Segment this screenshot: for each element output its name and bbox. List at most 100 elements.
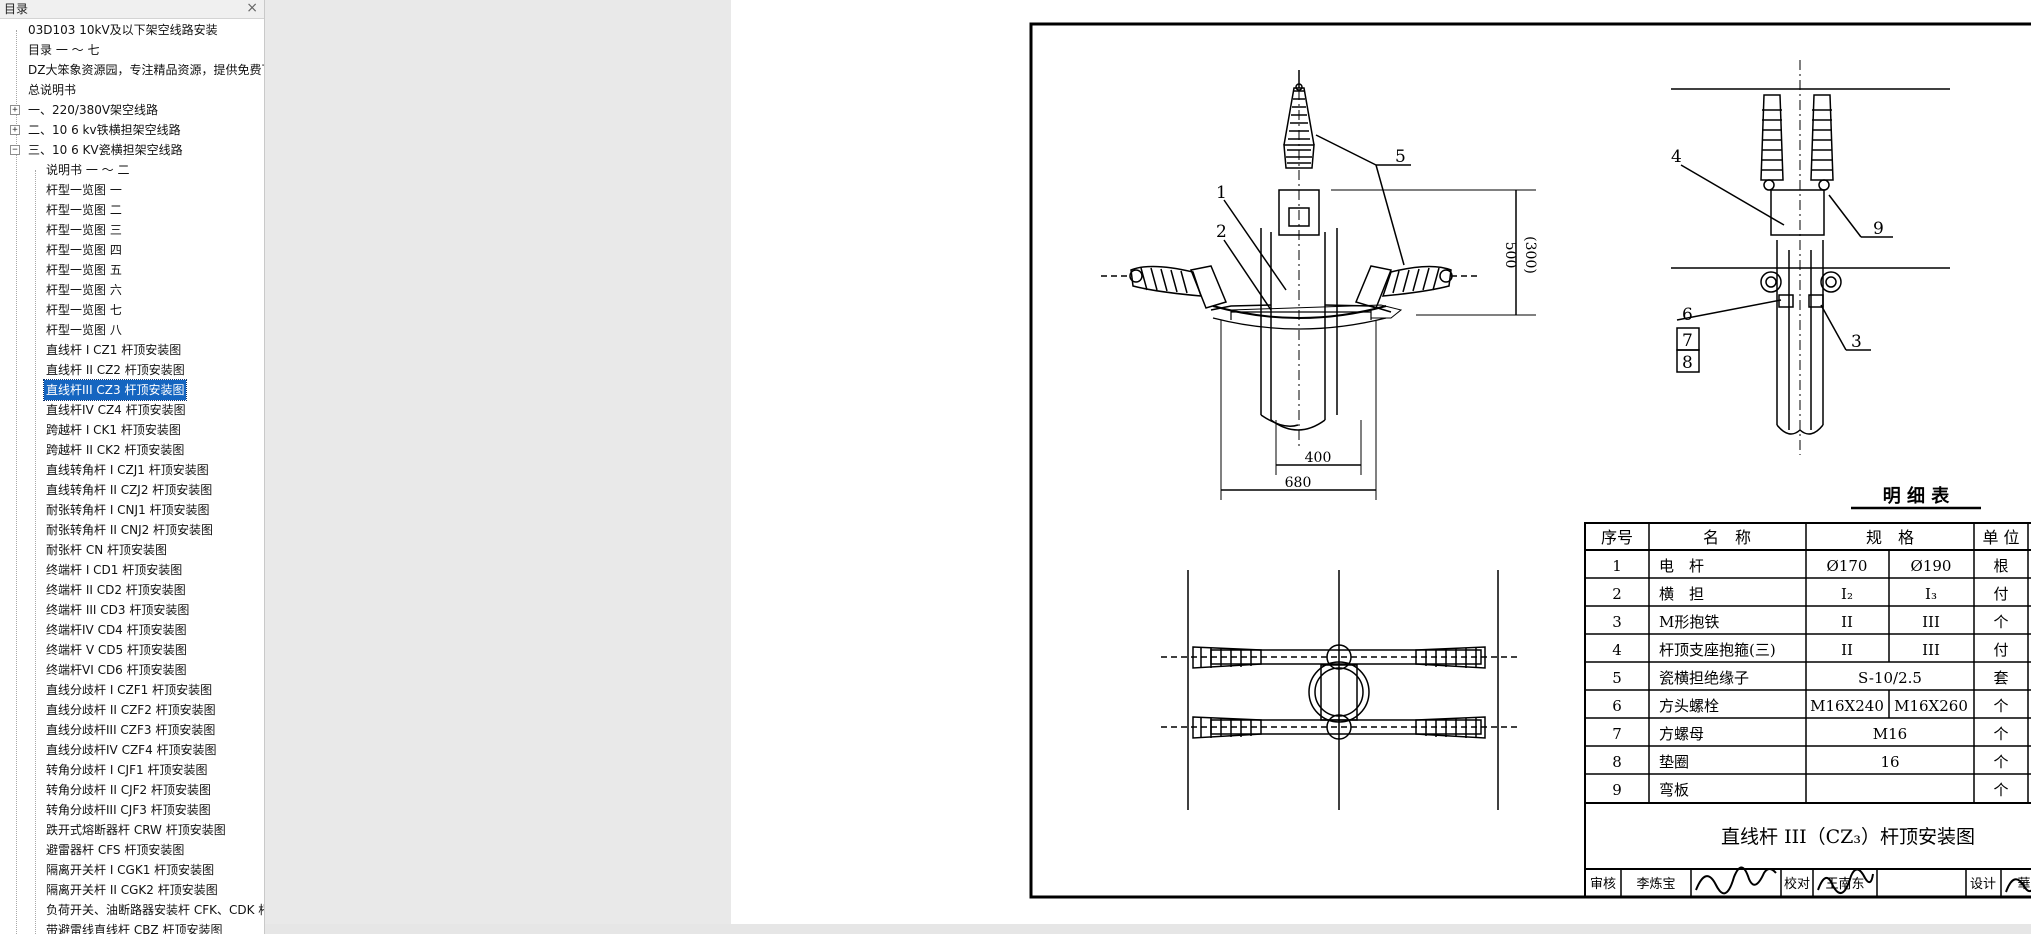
toc-item[interactable]: 隔离开关杆 I CGK1 杆顶安装图: [44, 860, 216, 880]
horizontal-scrollbar[interactable]: [265, 924, 2031, 934]
toc-item[interactable]: 终端杆 II CD2 杆顶安装图: [44, 580, 188, 600]
toc-item[interactable]: 终端杆VI CD6 杆顶安装图: [44, 660, 189, 680]
toc-item[interactable]: 目录 一 ～ 七: [26, 40, 101, 60]
toc-item[interactable]: 直线转角杆 I CZJ1 杆顶安装图: [44, 460, 211, 480]
toc-item[interactable]: 跌开式熔断器杆 CRW 杆顶安装图: [44, 820, 228, 840]
toc-item-label: 直线分歧杆III CZF3 杆顶安装图: [46, 723, 216, 737]
expand-icon[interactable]: +: [10, 105, 20, 115]
toc-item[interactable]: 终端杆 III CD3 杆顶安装图: [44, 600, 191, 620]
callout-label: 1: [1216, 183, 1227, 203]
signature-label: 审核: [1590, 877, 1616, 892]
table-cell: II: [1841, 613, 1853, 631]
toc-item[interactable]: + 一、220/380V架空线路: [10, 100, 160, 120]
toc-item[interactable]: DZ大笨象资源园，专注精品资源，提供免费下载: [26, 60, 264, 80]
toc-item-label: 跌开式熔断器杆 CRW 杆顶安装图: [46, 823, 226, 837]
toc-item[interactable]: 杆型一览图 一: [44, 180, 124, 200]
toc-item-label: 杆型一览图 七: [46, 303, 122, 317]
table-cell: S-10/2.5: [1858, 669, 1922, 687]
toc-item[interactable]: + 二、10 6 kv铁横担架空线路: [10, 120, 183, 140]
toc-item[interactable]: 耐张杆 CN 杆顶安装图: [44, 540, 169, 560]
signature-label: 王南东: [1825, 876, 1864, 892]
toc-item[interactable]: 直线杆 I CZ1 杆顶安装图: [44, 340, 183, 360]
toc-item[interactable]: 杆型一览图 八: [44, 320, 124, 340]
toc-item[interactable]: 耐张转角杆 I CNJ1 杆顶安装图: [44, 500, 212, 520]
table-cell: 付: [1993, 641, 2008, 659]
toc-item-label: 直线杆 II CZ2 杆顶安装图: [46, 363, 185, 377]
toc-item[interactable]: 杆型一览图 五: [44, 260, 124, 280]
table-cell: 16: [1880, 753, 1899, 771]
toc-item[interactable]: 直线分歧杆 I CZF1 杆顶安装图: [44, 680, 214, 700]
tree-guide-line: [16, 30, 17, 934]
toc-item[interactable]: 跨越杆 I CK1 杆顶安装图: [44, 420, 183, 440]
callout-label: 5: [1395, 147, 1406, 167]
toc-item-label: 直线杆IV CZ4 杆顶安装图: [46, 403, 186, 417]
toc-item[interactable]: 转角分歧杆 II CJF2 杆顶安装图: [44, 780, 213, 800]
expand-icon[interactable]: +: [10, 125, 20, 135]
toc-item[interactable]: 直线分歧杆 II CZF2 杆顶安装图: [44, 700, 218, 720]
toc-item[interactable]: 直线杆 II CZ2 杆顶安装图: [44, 360, 187, 380]
front-elevation-view: [1101, 70, 1536, 500]
close-icon[interactable]: ×: [246, 0, 258, 16]
toc-title: 目录: [4, 2, 29, 16]
collapse-icon[interactable]: −: [10, 145, 20, 155]
toc-item[interactable]: 隔离开关杆 II CGK2 杆顶安装图: [44, 880, 220, 900]
toc-item-label: 转角分歧杆 I CJF1 杆顶安装图: [46, 763, 208, 777]
toc-item[interactable]: 03D103 10kV及以下架空线路安装: [26, 20, 220, 40]
toc-item[interactable]: 杆型一览图 二: [44, 200, 124, 220]
toc-item[interactable]: 终端杆 V CD5 杆顶安装图: [44, 640, 189, 660]
toc-item-label: 杆型一览图 三: [46, 223, 122, 237]
table-title: 明 细 表: [1883, 485, 1951, 507]
toc-item[interactable]: 直线分歧杆III CZF3 杆顶安装图: [44, 720, 217, 740]
toc-item[interactable]: 杆型一览图 三: [44, 220, 124, 240]
toc-item[interactable]: 直线杆IV CZ4 杆顶安装图: [44, 400, 188, 420]
toc-item-label: 直线分歧杆IV CZF4 杆顶安装图: [46, 743, 217, 757]
toc-item-label: 二、10 6 kv铁横担架空线路: [28, 123, 181, 137]
toc-item[interactable]: 杆型一览图 六: [44, 280, 124, 300]
toc-item[interactable]: 杆型一览图 七: [44, 300, 124, 320]
table-cell: I₂: [1841, 585, 1853, 603]
toc-item[interactable]: 终端杆IV CD4 杆顶安装图: [44, 620, 189, 640]
toc-item[interactable]: 说明书 一 ～ 二: [44, 160, 131, 180]
toc-item[interactable]: 负荷开关、油断路器安装杆 CFK、CDK 杆顶安装图: [44, 900, 264, 920]
table-cell: 个: [1993, 725, 2008, 743]
table-cell: M形抱铁: [1659, 613, 1719, 631]
toc-item-label: 杆型一览图 八: [46, 323, 122, 337]
toc-item[interactable]: 终端杆 I CD1 杆顶安装图: [44, 560, 184, 580]
toc-item[interactable]: 带避雷线直线杆 CBZ 杆顶安装图: [44, 920, 224, 934]
table-cell: M16: [1873, 725, 1907, 743]
toc-item[interactable]: − 三、10 6 KV瓷横担架空线路: [10, 140, 185, 160]
table-cell: 3: [1612, 613, 1622, 631]
toc-item[interactable]: 转角分歧杆 I CJF1 杆顶安装图: [44, 760, 209, 780]
toc-item-label: 目录 一 ～ 七: [28, 43, 100, 57]
callout-label: 8: [1682, 353, 1693, 373]
toc-item-label: 杆型一览图 二: [46, 203, 122, 217]
plan-view: [1161, 570, 1521, 810]
callout-label: 4: [1671, 147, 1682, 167]
table-cell: 4: [1612, 641, 1622, 659]
toc-item[interactable]: 直线转角杆 II CZJ2 杆顶安装图: [44, 480, 214, 500]
toc-item-label: 避雷器杆 CFS 杆顶安装图: [46, 843, 185, 857]
toc-item[interactable]: 转角分歧杆III CJF3 杆顶安装图: [44, 800, 213, 820]
toc-item[interactable]: 杆型一览图 四: [44, 240, 124, 260]
toc-item[interactable]: 跨越杆 II CK2 杆顶安装图: [44, 440, 186, 460]
toc-item-label: 耐张转角杆 I CNJ1 杆顶安装图: [46, 503, 210, 517]
table-cell: Ø170: [1827, 557, 1868, 575]
signature-label: 设计: [1970, 877, 1996, 892]
dimension-label: 500: [1502, 242, 1518, 269]
table-cell: 弯板: [1659, 781, 1689, 799]
table-cell: 杆顶支座抱箍(三): [1659, 641, 1776, 659]
table-cell: 9: [1612, 781, 1622, 799]
toc-item[interactable]: 总说明书: [26, 80, 78, 100]
toc-item[interactable]: 直线杆III CZ3 杆顶安装图: [42, 379, 188, 401]
toc-item[interactable]: 耐张转角杆 II CNJ2 杆顶安装图: [44, 520, 215, 540]
toc-item-label: 直线转角杆 I CZJ1 杆顶安装图: [46, 463, 209, 477]
toc-item[interactable]: 避雷器杆 CFS 杆顶安装图: [44, 840, 186, 860]
dimension-label: 400: [1305, 450, 1332, 466]
toc-item-label: 直线分歧杆 I CZF1 杆顶安装图: [46, 683, 213, 697]
toc-item[interactable]: 直线分歧杆IV CZF4 杆顶安装图: [44, 740, 219, 760]
table-cell: 个: [1993, 697, 2008, 715]
toc-item-label: 终端杆 I CD1 杆顶安装图: [46, 563, 183, 577]
table-cell: 根: [1993, 557, 2008, 575]
